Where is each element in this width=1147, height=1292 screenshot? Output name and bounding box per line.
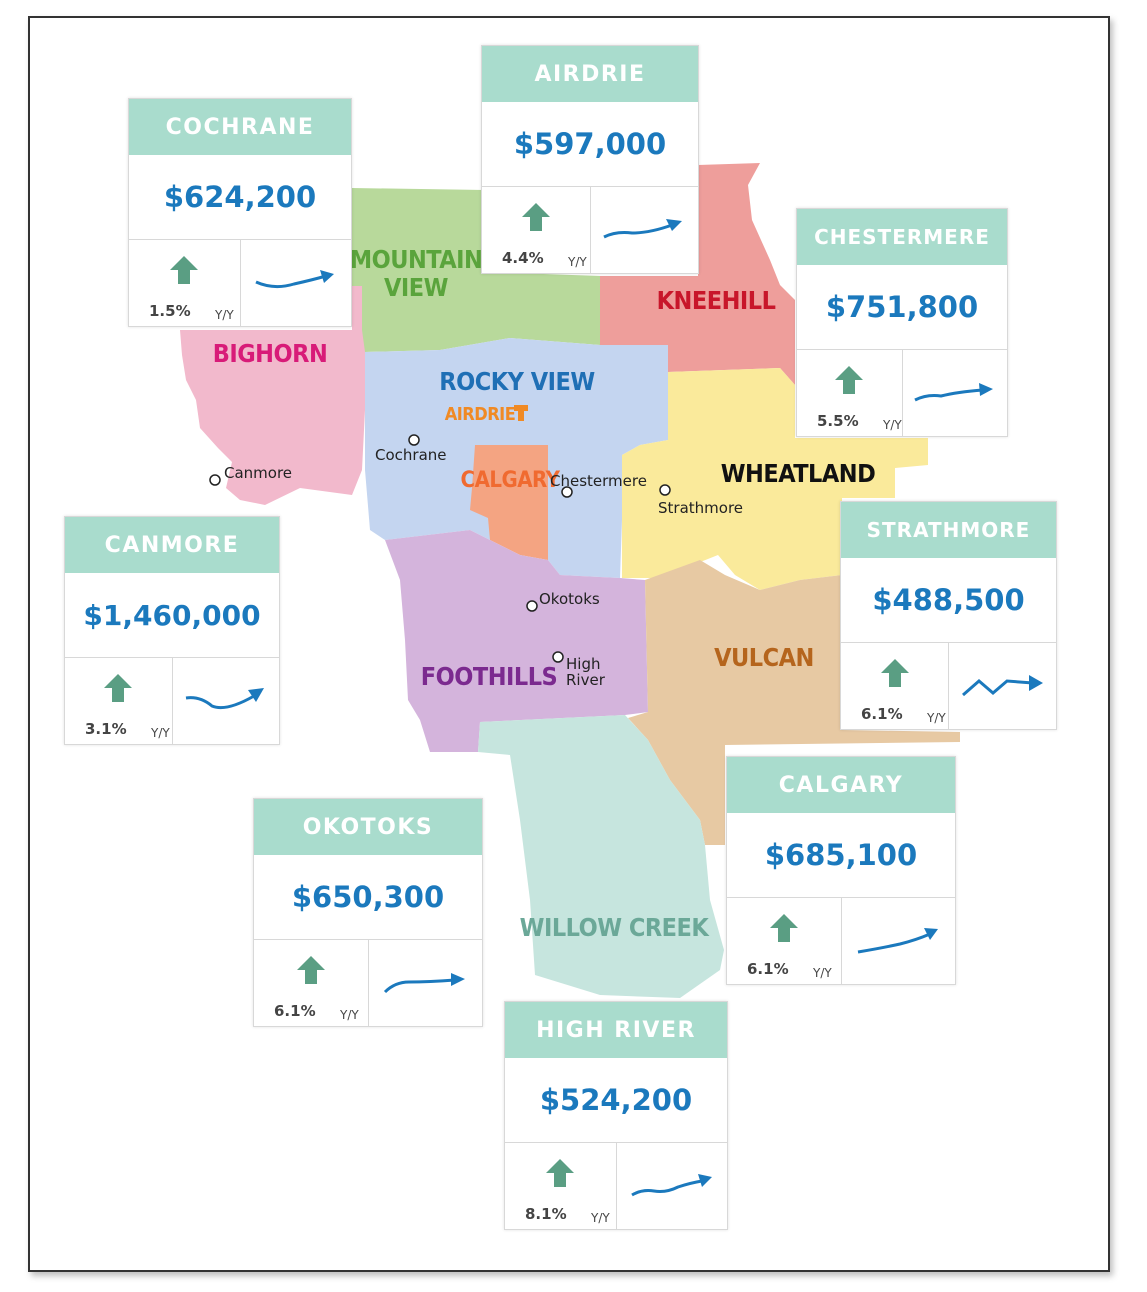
up-arrow-icon <box>521 203 550 231</box>
label-kneehill: KNEEHILL <box>657 286 776 315</box>
change-value: 3.1% <box>85 720 127 738</box>
change-period: Y/Y <box>813 966 832 980</box>
card-title: CHESTERMERE <box>797 209 1007 265</box>
up-arrow-icon <box>296 956 325 984</box>
card-price: $685,100 <box>727 813 955 898</box>
up-arrow-icon <box>769 914 798 942</box>
region-calgary[interactable] <box>470 445 548 560</box>
town-marker-canmore[interactable] <box>209 474 221 486</box>
town-label-cochrane: Cochrane <box>375 446 447 464</box>
card-okotoks[interactable]: OKOTOKS $650,300 6.1% Y/Y <box>253 798 483 1027</box>
change-value: 1.5% <box>149 302 191 320</box>
card-price: $488,500 <box>841 558 1056 643</box>
region-wheatland[interactable] <box>622 368 928 590</box>
label-rocky-view: ROCKY VIEW <box>439 367 595 396</box>
card-price: $524,200 <box>505 1058 727 1143</box>
label-calgary-inner: CALGARY <box>461 468 561 493</box>
card-canmore[interactable]: CANMORE $1,460,000 3.1% Y/Y <box>64 516 280 745</box>
label-mountain-view-2: VIEW <box>384 273 449 302</box>
card-price: $1,460,000 <box>65 573 279 658</box>
change-period: Y/Y <box>215 308 234 322</box>
label-mountain-view: MOUNTAIN <box>350 245 483 274</box>
change-value: 6.1% <box>861 705 903 723</box>
trend-line-icon <box>384 973 466 994</box>
card-title: CANMORE <box>65 517 279 573</box>
region-willow-creek[interactable] <box>478 715 724 998</box>
up-arrow-icon <box>835 366 864 394</box>
change-period: Y/Y <box>883 418 902 432</box>
card-price: $624,200 <box>129 155 351 240</box>
card-title: OKOTOKS <box>254 799 482 855</box>
card-price: $751,800 <box>797 265 1007 350</box>
card-title: CALGARY <box>727 757 955 813</box>
label-airdrie-inner: AIRDRIE <box>445 404 516 425</box>
town-marker-cochrane[interactable] <box>408 434 420 446</box>
change-value: 5.5% <box>817 412 859 430</box>
card-title: AIRDRIE <box>482 46 698 102</box>
pin-icon <box>514 405 528 421</box>
card-cochrane[interactable]: COCHRANE $624,200 1.5% Y/Y <box>128 98 352 327</box>
region-foothills[interactable] <box>385 530 648 752</box>
change-period: Y/Y <box>591 1211 610 1225</box>
region-kneehill[interactable] <box>600 163 795 385</box>
trend-line-icon <box>255 270 334 289</box>
town-marker-high-river[interactable] <box>552 651 564 663</box>
change-value: 6.1% <box>747 960 789 978</box>
up-arrow-icon <box>880 659 909 687</box>
region-mountain-view[interactable] <box>352 188 600 352</box>
label-foothills: FOOTHILLS <box>421 662 558 691</box>
card-high-river[interactable]: HIGH RIVER $524,200 8.1% Y/Y <box>504 1001 728 1230</box>
change-period: Y/Y <box>927 711 946 725</box>
label-bighorn: BIGHORN <box>213 339 328 368</box>
change-value: 8.1% <box>525 1205 567 1223</box>
town-label-canmore: Canmore <box>224 464 292 482</box>
region-bighorn[interactable] <box>180 286 365 505</box>
card-title: COCHRANE <box>129 99 351 155</box>
card-title: STRATHMORE <box>841 502 1056 558</box>
card-title: HIGH RIVER <box>505 1002 727 1058</box>
label-willow-creek: WILLOW CREEK <box>520 913 711 942</box>
town-label-high-river: High <box>566 655 600 673</box>
town-label-chestermere: Chestermere <box>550 472 647 490</box>
card-airdrie[interactable]: AIRDRIE $597,000 4.4% Y/Y <box>481 45 699 274</box>
label-wheatland: WHEATLAND <box>721 459 876 488</box>
town-marker-chestermere[interactable] <box>561 486 573 498</box>
trend-line-icon <box>914 383 993 402</box>
card-strathmore[interactable]: STRATHMORE $488,500 6.1% Y/Y <box>840 501 1057 730</box>
change-period: Y/Y <box>151 726 170 740</box>
card-price: $650,300 <box>254 855 482 940</box>
up-arrow-icon <box>546 1159 575 1187</box>
label-vulcan: VULCAN <box>714 643 814 672</box>
town-marker-strathmore[interactable] <box>659 484 671 496</box>
trend-line-icon <box>185 688 264 710</box>
card-price: $597,000 <box>482 102 698 187</box>
region-vulcan[interactable] <box>628 560 960 845</box>
town-marker-okotoks[interactable] <box>526 600 538 612</box>
change-period: Y/Y <box>568 255 587 269</box>
up-arrow-icon <box>104 674 133 702</box>
trend-line-icon <box>603 219 683 239</box>
town-label-strathmore: Strathmore <box>658 499 743 517</box>
trend-line-icon <box>961 675 1043 697</box>
trend-line-icon <box>858 928 939 954</box>
town-label-okotoks: Okotoks <box>539 590 600 608</box>
change-value: 6.1% <box>274 1002 316 1020</box>
up-arrow-icon <box>170 256 199 284</box>
town-label-high-river-2: River <box>566 671 606 689</box>
card-chestermere[interactable]: CHESTERMERE $751,800 5.5% Y/Y <box>796 208 1008 437</box>
card-calgary[interactable]: CALGARY $685,100 6.1% Y/Y <box>726 756 956 985</box>
change-value: 4.4% <box>502 249 544 267</box>
trend-line-icon <box>630 1174 712 1197</box>
change-period: Y/Y <box>340 1008 359 1022</box>
